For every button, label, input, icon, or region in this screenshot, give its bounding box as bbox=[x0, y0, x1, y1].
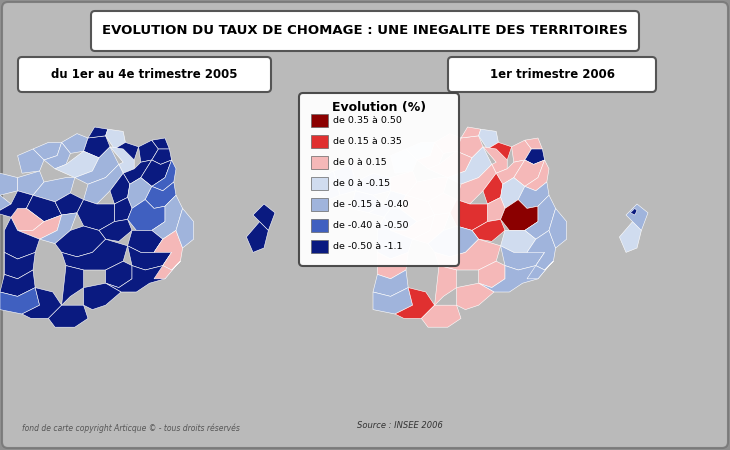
Bar bbox=[311, 240, 328, 253]
Polygon shape bbox=[525, 138, 542, 149]
Polygon shape bbox=[456, 136, 483, 158]
Polygon shape bbox=[501, 200, 538, 230]
Text: de -0.15 à -0.40: de -0.15 à -0.40 bbox=[333, 200, 409, 209]
Bar bbox=[311, 156, 328, 169]
Polygon shape bbox=[406, 142, 434, 160]
Polygon shape bbox=[84, 164, 123, 204]
Polygon shape bbox=[417, 142, 443, 169]
Polygon shape bbox=[377, 217, 412, 259]
Polygon shape bbox=[406, 178, 447, 202]
Polygon shape bbox=[369, 191, 406, 217]
Polygon shape bbox=[84, 136, 110, 158]
Polygon shape bbox=[334, 164, 356, 195]
Polygon shape bbox=[247, 221, 269, 252]
FancyBboxPatch shape bbox=[91, 11, 639, 51]
Polygon shape bbox=[128, 178, 152, 208]
Polygon shape bbox=[501, 230, 536, 252]
Polygon shape bbox=[479, 252, 549, 292]
Polygon shape bbox=[391, 149, 417, 173]
Polygon shape bbox=[472, 220, 505, 241]
Polygon shape bbox=[110, 173, 130, 204]
Polygon shape bbox=[55, 151, 99, 178]
Text: de -0.40 à -0.50: de -0.40 à -0.50 bbox=[333, 221, 409, 230]
Polygon shape bbox=[456, 283, 494, 310]
Polygon shape bbox=[399, 195, 434, 221]
Polygon shape bbox=[626, 204, 648, 230]
FancyBboxPatch shape bbox=[299, 93, 459, 266]
Polygon shape bbox=[479, 129, 499, 149]
Text: de 0.35 à 0.50: de 0.35 à 0.50 bbox=[333, 116, 402, 125]
Text: de 0 à 0.15: de 0 à 0.15 bbox=[333, 158, 387, 167]
Polygon shape bbox=[356, 173, 391, 195]
Polygon shape bbox=[428, 226, 479, 257]
Text: de -0.50 à -1.1: de -0.50 à -1.1 bbox=[333, 242, 402, 251]
Polygon shape bbox=[4, 217, 39, 259]
Polygon shape bbox=[434, 134, 461, 153]
Polygon shape bbox=[33, 178, 74, 202]
Polygon shape bbox=[447, 147, 492, 184]
Polygon shape bbox=[456, 164, 496, 204]
Polygon shape bbox=[44, 142, 70, 169]
Bar bbox=[311, 114, 328, 127]
Polygon shape bbox=[110, 147, 134, 173]
Polygon shape bbox=[525, 149, 545, 164]
Polygon shape bbox=[154, 261, 180, 279]
Polygon shape bbox=[33, 142, 61, 160]
Polygon shape bbox=[549, 208, 566, 248]
Polygon shape bbox=[11, 208, 44, 230]
Polygon shape bbox=[0, 191, 33, 217]
Polygon shape bbox=[421, 305, 461, 327]
Polygon shape bbox=[18, 171, 44, 195]
Polygon shape bbox=[18, 149, 44, 173]
Polygon shape bbox=[428, 151, 472, 178]
Polygon shape bbox=[128, 200, 165, 230]
Polygon shape bbox=[84, 283, 121, 310]
Bar bbox=[311, 177, 328, 190]
Polygon shape bbox=[501, 178, 525, 208]
Polygon shape bbox=[106, 261, 132, 288]
Text: de 0 à -0.15: de 0 à -0.15 bbox=[333, 179, 390, 188]
Polygon shape bbox=[527, 230, 556, 270]
Polygon shape bbox=[48, 305, 88, 327]
Polygon shape bbox=[176, 208, 193, 248]
Polygon shape bbox=[450, 200, 488, 230]
Polygon shape bbox=[128, 230, 163, 252]
Polygon shape bbox=[22, 288, 61, 319]
FancyBboxPatch shape bbox=[448, 57, 656, 92]
Polygon shape bbox=[106, 129, 126, 149]
Polygon shape bbox=[61, 239, 128, 270]
Polygon shape bbox=[384, 208, 417, 230]
Polygon shape bbox=[501, 239, 545, 270]
Polygon shape bbox=[496, 160, 525, 184]
Polygon shape bbox=[154, 230, 182, 270]
Polygon shape bbox=[4, 252, 35, 279]
Polygon shape bbox=[318, 171, 340, 200]
Text: EVOLUTION DU TAUX DE CHOMAGE : UNE INEGALITE DES TERRITOIRES: EVOLUTION DU TAUX DE CHOMAGE : UNE INEGA… bbox=[102, 23, 628, 36]
Bar bbox=[311, 198, 328, 211]
Text: de 0.15 à 0.35: de 0.15 à 0.35 bbox=[333, 137, 402, 146]
Polygon shape bbox=[115, 198, 132, 221]
Polygon shape bbox=[74, 147, 119, 184]
Polygon shape bbox=[145, 182, 176, 208]
FancyBboxPatch shape bbox=[18, 57, 271, 92]
Polygon shape bbox=[479, 261, 505, 288]
Polygon shape bbox=[434, 266, 456, 305]
Polygon shape bbox=[434, 239, 501, 270]
Polygon shape bbox=[488, 198, 505, 221]
Polygon shape bbox=[77, 200, 115, 230]
Polygon shape bbox=[377, 252, 408, 279]
Polygon shape bbox=[351, 191, 384, 213]
Bar bbox=[311, 135, 328, 148]
Polygon shape bbox=[123, 160, 152, 184]
Polygon shape bbox=[55, 226, 106, 257]
Polygon shape bbox=[518, 182, 549, 208]
Polygon shape bbox=[253, 204, 275, 230]
Polygon shape bbox=[152, 149, 172, 164]
Polygon shape bbox=[0, 191, 11, 213]
Polygon shape bbox=[525, 195, 556, 239]
Polygon shape bbox=[412, 213, 450, 243]
Polygon shape bbox=[373, 288, 412, 314]
Polygon shape bbox=[0, 288, 39, 314]
Bar bbox=[311, 219, 328, 232]
